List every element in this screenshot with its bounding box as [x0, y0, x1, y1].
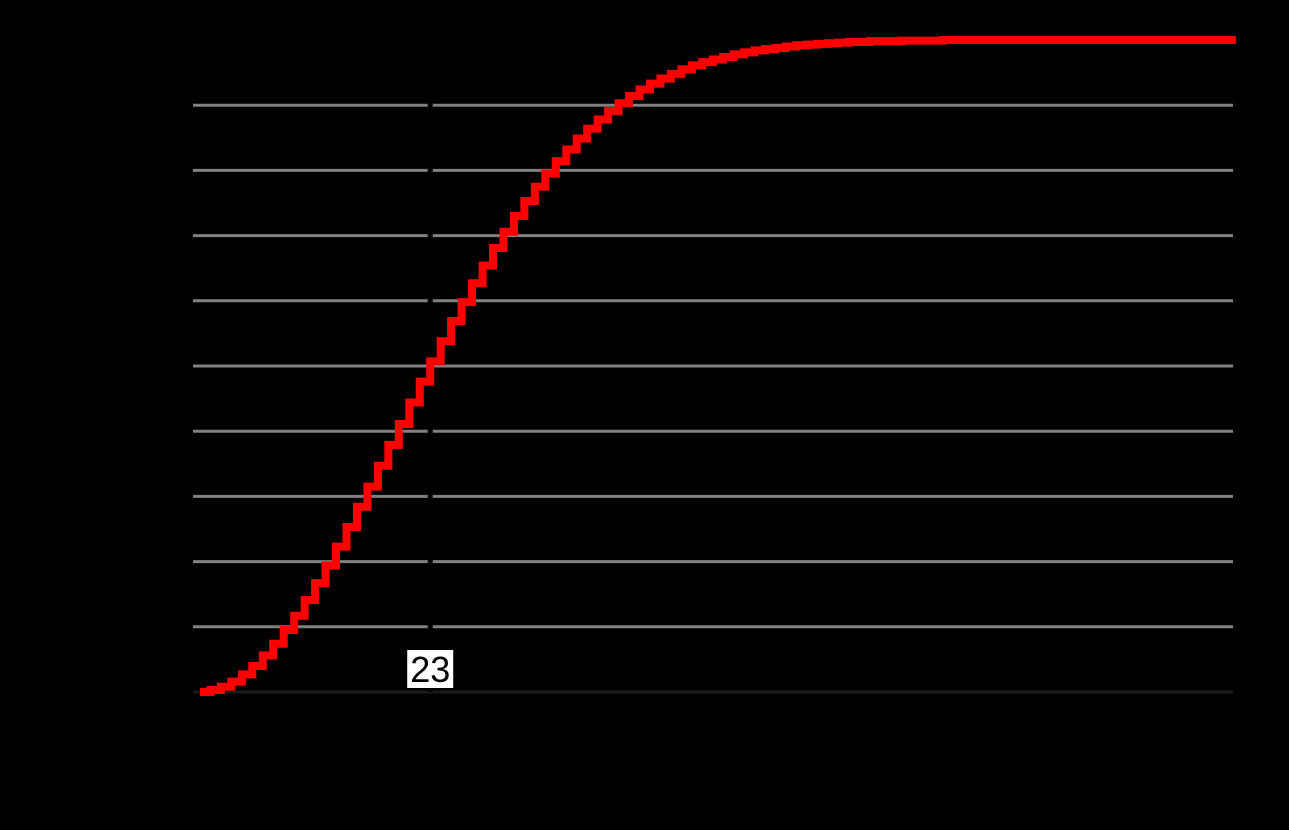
series-layer — [200, 36, 1236, 696]
annotation-label-box — [407, 650, 454, 688]
annotation-layer: 23 — [407, 649, 454, 690]
series-line — [200, 36, 1236, 696]
grid-layer — [193, 103, 1233, 694]
annotation-label: 23 — [410, 649, 450, 690]
